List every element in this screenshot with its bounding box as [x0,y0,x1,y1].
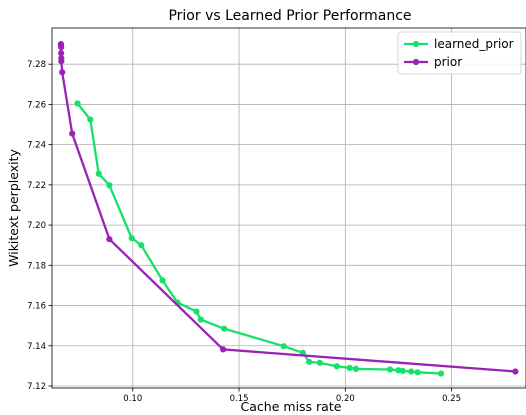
data-point-learned-prior [414,369,421,376]
x-tick-label: 0.15 [230,394,249,404]
data-point-prior [59,69,66,76]
data-point-learned-prior [399,367,406,375]
grid [52,28,526,388]
data-point-learned-prior [159,277,166,284]
y-tick-label: 7.26 [27,100,46,110]
data-point-learned-prior [87,116,94,123]
data-point-learned-prior [352,365,360,372]
y-tick-label: 7.28 [27,60,46,70]
data-point-learned-prior [74,100,81,107]
data-point-learned-prior [128,235,135,242]
legend-marker-prior [412,58,420,66]
data-point-prior [58,44,65,51]
data-point-learned-prior [138,242,145,249]
legend-marker-learned-prior [412,40,420,48]
y-tick-label: 7.14 [27,342,46,352]
data-point-prior [512,368,519,375]
x-tick-label: 0.25 [442,394,461,404]
data-point-prior [58,50,65,57]
data-point-learned-prior [437,370,445,377]
data-point-prior [58,58,65,65]
data-point-prior [106,236,113,243]
data-point-learned-prior [106,182,113,189]
data-point-learned-prior [333,363,340,370]
x-tick-label: 0.10 [123,394,142,404]
x-tick-label: 0.20 [336,394,355,404]
legend-label-prior: prior [434,55,462,69]
data-point-learned-prior [316,359,323,366]
data-point-learned-prior [95,170,102,177]
data-point-learned-prior [221,325,228,332]
y-tick-label: 7.12 [27,382,46,392]
series-prior [57,40,519,375]
data-point-learned-prior [197,316,204,323]
y-tick-label: 7.18 [27,261,46,271]
data-point-learned-prior [306,358,313,365]
series-group [57,40,519,377]
y-tick-label: 7.24 [27,141,46,151]
data-point-learned-prior [280,343,287,350]
x-axis-label: Cache miss rate [241,399,342,414]
data-point-learned-prior [193,308,200,315]
y-tick-label: 7.22 [27,181,46,191]
series-line-prior [59,43,516,373]
data-point-learned-prior [408,368,415,375]
y-axis-label: Wikitext perplexity [6,149,21,267]
legend-label-learned-prior: learned_prior [434,37,514,51]
y-tick-label: 7.16 [27,302,46,312]
plot-frame [51,27,526,389]
data-point-learned-prior [386,366,394,373]
legend-box [397,31,522,75]
ticks: 0.10 0.15 0.20 0.25 7.12 7.14 7.16 7.18 7.20 7.22… [27,60,461,404]
data-point-prior [220,346,227,353]
chart-title: Prior vs Learned Prior Performance [168,8,411,24]
data-point-learned-prior [346,364,353,371]
series-learned-prior [74,100,445,377]
data-point-prior [69,130,76,137]
y-tick-label: 7.20 [27,221,46,231]
